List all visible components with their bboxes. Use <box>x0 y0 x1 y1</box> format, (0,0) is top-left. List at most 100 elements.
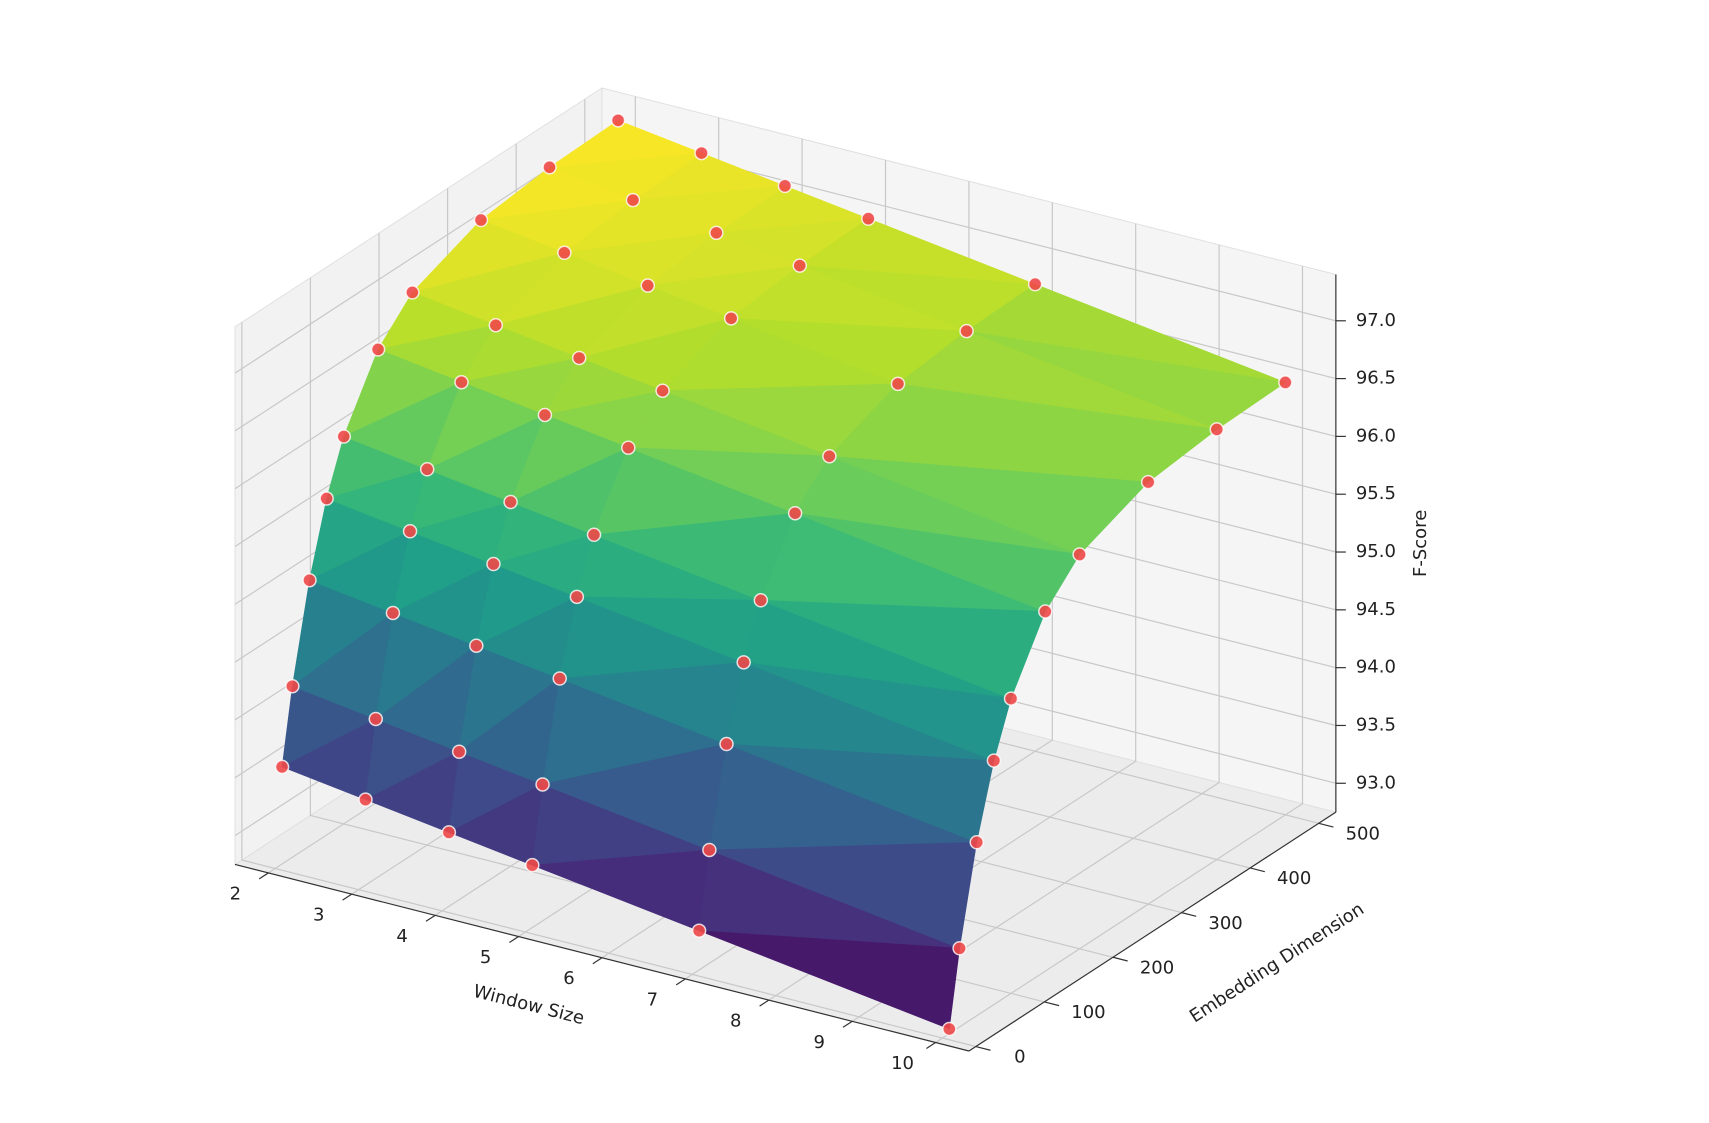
tick-mark <box>975 1045 991 1051</box>
data-point <box>542 160 557 175</box>
data-point <box>942 1021 957 1037</box>
data-point <box>405 285 420 300</box>
data-point <box>537 407 553 423</box>
x-tick-label: 5 <box>480 947 491 968</box>
x-tick-label: 8 <box>730 1011 741 1032</box>
tick-mark <box>675 978 686 986</box>
data-point <box>368 711 384 727</box>
tick-mark <box>759 999 770 1007</box>
z-tick-label: 95.5 <box>1356 483 1396 504</box>
surface-face <box>743 662 1012 762</box>
data-point <box>385 605 401 621</box>
data-point <box>473 212 489 228</box>
z-axis-label: F-Score <box>1410 510 1431 577</box>
z-tick-label: 94.0 <box>1356 657 1396 678</box>
surface-face <box>829 455 1149 555</box>
x-tick-label: 2 <box>230 883 241 904</box>
data-point <box>621 440 636 455</box>
data-point <box>1003 691 1019 706</box>
x-tick-label: 6 <box>563 968 574 989</box>
data-point <box>586 527 602 543</box>
data-point <box>1027 276 1043 292</box>
surface-face <box>698 930 960 1030</box>
data-point <box>451 744 467 759</box>
y-tick-label: 100 <box>1071 1002 1105 1023</box>
tick-mark <box>509 936 519 944</box>
z-tick-label: 94.5 <box>1356 599 1396 620</box>
z-tick-label: 97.0 <box>1356 310 1396 331</box>
tick-mark <box>258 872 269 880</box>
surface-face <box>726 743 995 843</box>
tick-mark <box>342 893 353 901</box>
data-point <box>1278 375 1293 390</box>
y-axis <box>968 811 1337 1052</box>
x-tick-label: 9 <box>813 1032 824 1053</box>
data-point <box>302 572 317 588</box>
surface-face <box>760 600 1046 699</box>
y-tick-label: 0 <box>1014 1047 1025 1068</box>
data-point <box>753 593 769 608</box>
tick-mark <box>1181 912 1197 917</box>
data-point <box>569 589 585 605</box>
tick-mark <box>1318 822 1334 828</box>
data-point <box>402 524 418 539</box>
surface-face <box>794 512 1081 612</box>
data-point <box>969 835 984 850</box>
y-tick-label: 400 <box>1277 868 1311 889</box>
data-point <box>370 342 386 357</box>
data-point <box>557 245 572 261</box>
data-point <box>640 278 656 293</box>
data-point <box>1140 474 1156 490</box>
data-point <box>469 638 484 653</box>
data-point <box>986 753 1002 768</box>
data-point <box>552 671 567 686</box>
x-tick-label: 3 <box>313 905 324 926</box>
data-point <box>777 178 793 194</box>
data-point <box>535 777 550 792</box>
data-point <box>959 323 974 339</box>
data-point <box>736 655 751 670</box>
data-point <box>952 941 967 956</box>
grid-line <box>935 266 1304 1044</box>
tick-mark <box>425 914 436 922</box>
data-point <box>336 429 352 444</box>
surface-face <box>709 841 978 949</box>
data-point <box>1209 422 1225 437</box>
x-tick-label: 7 <box>647 989 658 1010</box>
data-point <box>454 374 469 390</box>
z-tick-label: 96.0 <box>1356 425 1396 446</box>
data-point <box>610 113 626 128</box>
data-point <box>861 211 876 226</box>
z-tick-label: 93.0 <box>1356 772 1396 793</box>
data-point <box>525 857 540 873</box>
data-point <box>358 792 373 807</box>
data-point <box>488 317 504 333</box>
z-tick-label: 93.5 <box>1356 714 1396 735</box>
tick-mark <box>926 1042 936 1049</box>
data-point <box>694 145 709 161</box>
data-point <box>274 759 290 775</box>
data-point <box>787 505 803 521</box>
data-point <box>1038 604 1053 619</box>
z-tick-label: 95.0 <box>1356 541 1396 562</box>
data-point <box>723 311 739 326</box>
data-point <box>709 225 724 241</box>
tick-mark <box>592 957 603 965</box>
y-tick-label: 200 <box>1140 957 1174 978</box>
data-point <box>486 556 501 572</box>
tick-mark <box>1044 1001 1060 1007</box>
y-tick-label: 500 <box>1346 824 1380 845</box>
grid-line <box>241 322 976 1048</box>
data-point <box>1072 547 1087 562</box>
data-point <box>571 350 587 366</box>
tick-mark <box>1249 867 1265 873</box>
data-point <box>419 462 435 477</box>
y-tick-label: 300 <box>1208 913 1242 934</box>
x-tick-label: 10 <box>891 1053 914 1074</box>
data-point <box>691 923 707 938</box>
data-point <box>719 736 734 752</box>
data-point <box>702 842 717 858</box>
data-point <box>792 258 808 273</box>
data-point <box>625 192 641 208</box>
